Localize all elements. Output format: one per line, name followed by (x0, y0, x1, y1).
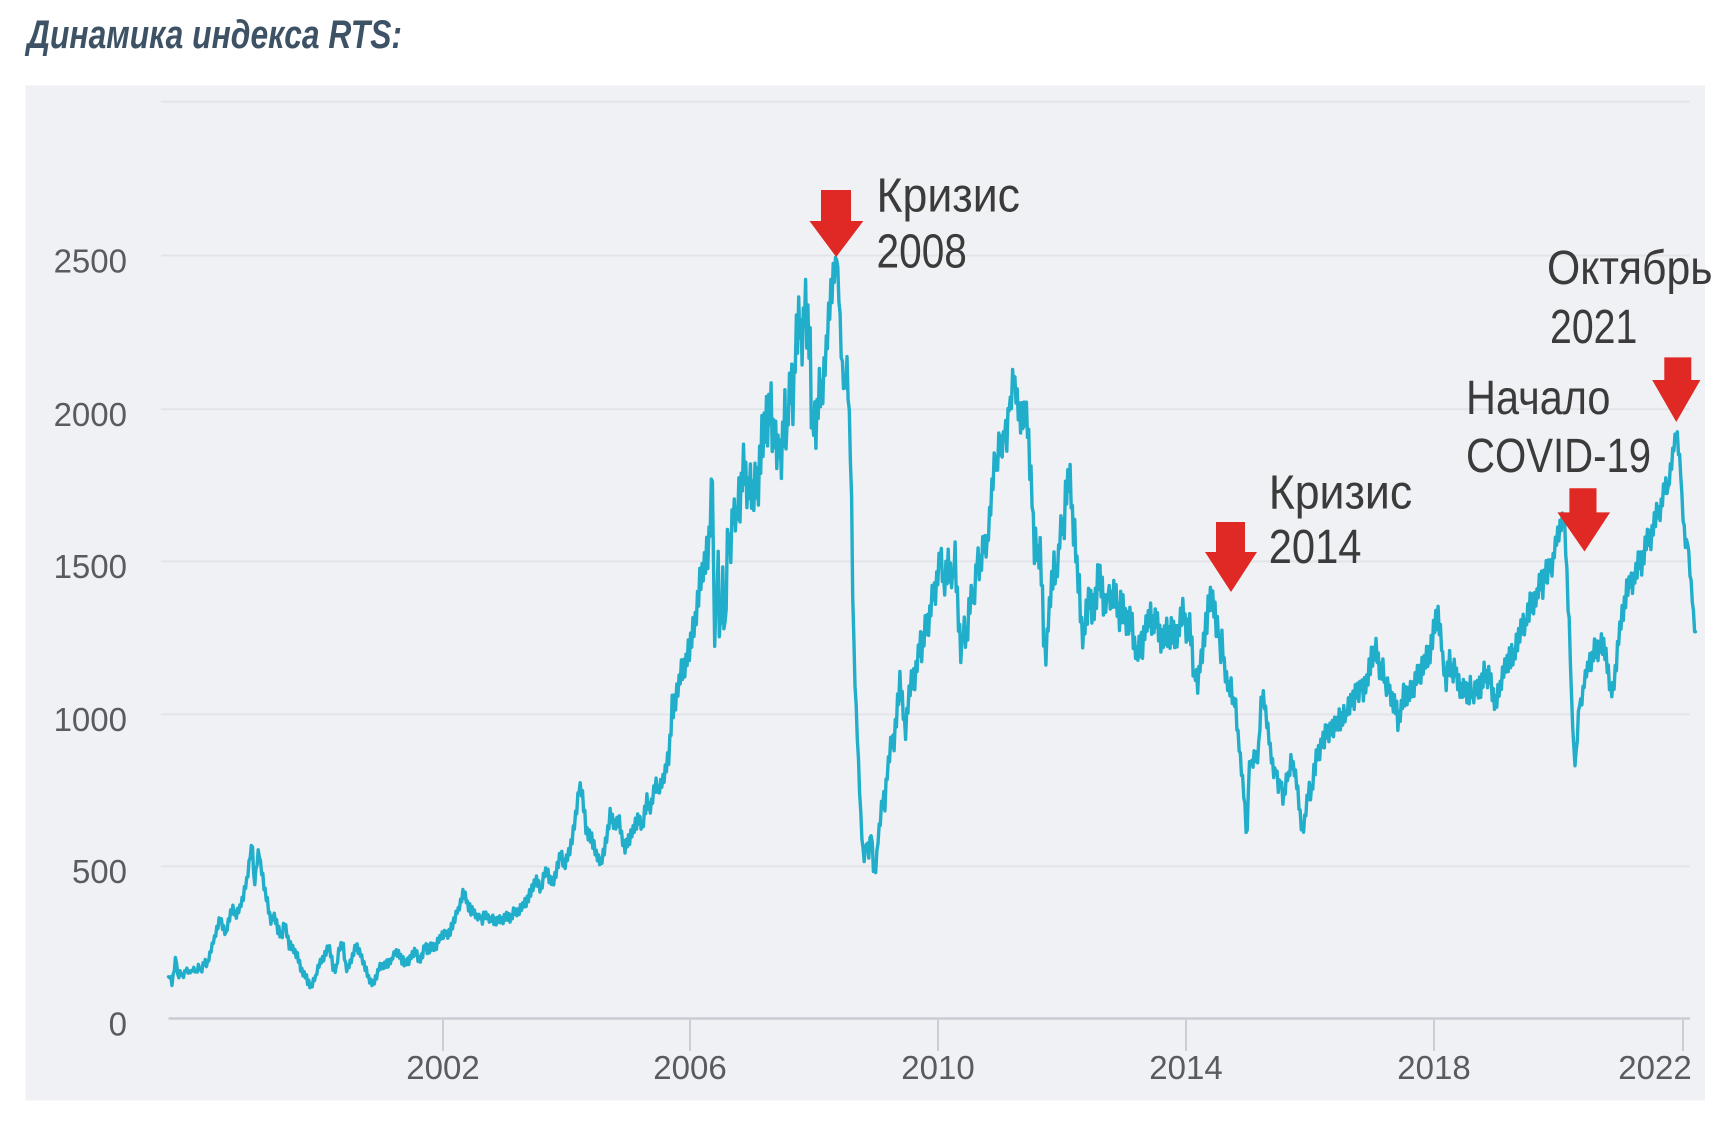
svg-text:2021: 2021 (1550, 301, 1637, 354)
svg-text:2014: 2014 (1149, 1049, 1222, 1086)
svg-text:2000: 2000 (54, 396, 127, 433)
svg-text:Октябрь: Октябрь (1547, 242, 1713, 295)
svg-text:2006: 2006 (653, 1049, 726, 1086)
svg-text:2008: 2008 (877, 226, 967, 279)
svg-text:2500: 2500 (54, 242, 127, 279)
svg-text:2022: 2022 (1618, 1049, 1691, 1086)
svg-text:2018: 2018 (1397, 1049, 1470, 1086)
svg-text:2002: 2002 (406, 1049, 479, 1086)
svg-text:500: 500 (72, 853, 127, 890)
svg-text:Динамика индекса RTS:: Динамика индекса RTS: (25, 13, 402, 57)
svg-text:2010: 2010 (901, 1049, 974, 1086)
svg-text:0: 0 (109, 1005, 127, 1042)
svg-text:2014: 2014 (1269, 521, 1362, 574)
svg-text:1000: 1000 (54, 701, 127, 738)
svg-text:COVID-19: COVID-19 (1466, 430, 1651, 483)
svg-text:Начало: Начало (1466, 372, 1611, 425)
svg-text:Кризис: Кризис (877, 169, 1021, 222)
svg-text:Кризис: Кризис (1269, 466, 1413, 519)
svg-text:1500: 1500 (54, 548, 127, 585)
